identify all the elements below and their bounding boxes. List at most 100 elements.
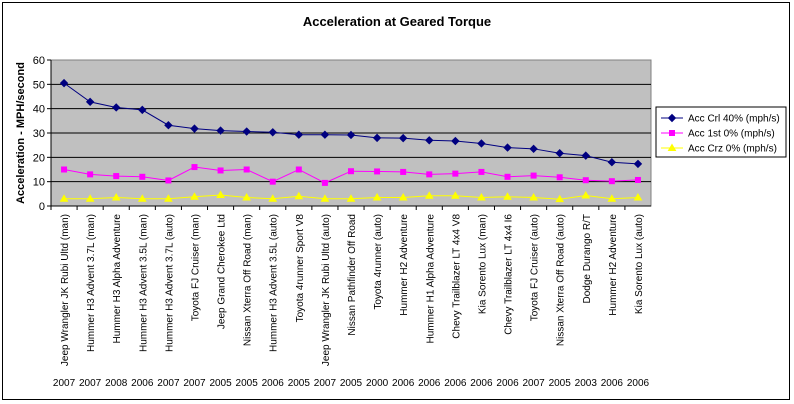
x-year-label: 2007 bbox=[79, 378, 102, 389]
data-point bbox=[478, 168, 485, 175]
x-year-label: 2006 bbox=[496, 378, 519, 389]
y-axis-ticks: 0 10 20 30 40 50 60 bbox=[33, 55, 51, 213]
x-category-label: Hummer H1 Alpha Adventure bbox=[425, 214, 436, 344]
data-point bbox=[242, 192, 252, 201]
x-axis-years: 2007 2007 2008 2006 2007 2007 2005 2005 2006 2005… bbox=[53, 378, 650, 389]
data-point bbox=[294, 130, 304, 139]
data-point bbox=[112, 103, 121, 112]
data-point bbox=[85, 194, 95, 202]
data-point bbox=[111, 192, 121, 201]
x-year-label: 2006 bbox=[131, 378, 154, 389]
x-year-label: 2006 bbox=[418, 378, 441, 389]
x-category-label: Nissan Pathfinder Off Road bbox=[347, 214, 358, 336]
x-category-label: Toyota FJ Cruiser (auto) bbox=[530, 214, 541, 321]
data-point bbox=[372, 133, 382, 143]
data-point bbox=[503, 192, 512, 200]
data-point bbox=[556, 174, 563, 181]
data-point bbox=[191, 164, 198, 171]
x-category-label: Hummer H2 Adventure bbox=[399, 214, 410, 316]
data-point bbox=[268, 194, 278, 202]
y-tick-label: 0 bbox=[39, 201, 45, 213]
legend-label: Acc Crz 0% (mph/s) bbox=[688, 144, 777, 155]
data-point bbox=[581, 151, 590, 160]
y-tick-label: 20 bbox=[33, 152, 45, 164]
data-point bbox=[555, 148, 564, 158]
data-point bbox=[530, 172, 537, 179]
data-point bbox=[426, 171, 433, 178]
legend-label: Acc Crl 40% (mph/s) bbox=[688, 114, 780, 125]
data-point bbox=[581, 191, 591, 199]
x-category-label: Kia Sorento Lux (auto) bbox=[634, 214, 645, 314]
legend-box bbox=[655, 106, 787, 158]
x-year-label: 2005 bbox=[288, 378, 311, 389]
data-point bbox=[400, 168, 407, 175]
chart-title: Acceleration at Geared Torque bbox=[303, 14, 491, 29]
data-point bbox=[59, 194, 69, 202]
x-year-label: 2003 bbox=[575, 378, 598, 389]
legend-marker bbox=[669, 130, 675, 136]
data-point bbox=[477, 192, 486, 201]
data-point bbox=[607, 194, 617, 202]
data-point bbox=[451, 136, 460, 146]
y-tick-label: 50 bbox=[33, 79, 45, 91]
data-point bbox=[398, 192, 408, 201]
x-category-label: Jeep Wrangler JK Rubi Ultd (auto) bbox=[321, 214, 332, 366]
x-category-label: Hummer H3 Advent 3.7L (man) bbox=[86, 214, 97, 352]
data-point bbox=[294, 191, 304, 200]
series-1 bbox=[59, 78, 643, 169]
x-category-label: Hummer H3 Alpha Adventure bbox=[112, 214, 123, 344]
data-point bbox=[137, 194, 147, 202]
x-year-label: 2008 bbox=[105, 378, 128, 389]
data-point bbox=[634, 176, 641, 183]
data-point bbox=[529, 192, 538, 201]
x-year-label: 2007 bbox=[522, 378, 545, 389]
y-tick-label: 30 bbox=[33, 128, 45, 140]
y-tick-label: 40 bbox=[33, 104, 45, 116]
x-category-label: Chevy Trailblazer LT 4x4 I6 bbox=[504, 214, 515, 335]
data-point bbox=[165, 177, 172, 184]
data-point bbox=[217, 167, 224, 174]
x-category-label: Toyota FJ Cruiser (man) bbox=[190, 214, 201, 321]
data-point bbox=[555, 194, 565, 203]
x-category-label: Jeep Wrangler JK Rubi Ultd (man) bbox=[60, 214, 71, 366]
data-point bbox=[504, 173, 511, 180]
data-point bbox=[268, 128, 277, 137]
x-category-label: Hummer H3 Advent 3.5L (man) bbox=[138, 214, 149, 352]
data-point bbox=[452, 170, 459, 177]
x-category-label: Toyota 4runner Sport V8 bbox=[295, 214, 306, 323]
data-point bbox=[633, 159, 643, 169]
data-point bbox=[346, 130, 356, 140]
x-category-label: Kia Sorento Lux (man) bbox=[477, 214, 488, 314]
data-point bbox=[164, 121, 173, 130]
x-year-label: 2005 bbox=[340, 378, 363, 389]
x-year-label: 2000 bbox=[366, 378, 389, 389]
data-point bbox=[450, 191, 460, 199]
x-category-label: Jeep Grand Cherokee Ltd bbox=[217, 214, 228, 329]
data-point bbox=[608, 178, 615, 185]
x-category-label: Hummer H2 Adventure bbox=[608, 214, 619, 316]
x-axis-categories: Jeep Wrangler JK Rubi Ultd (man) Hummer H… bbox=[50, 206, 645, 366]
x-year-label: 2005 bbox=[236, 378, 259, 389]
data-point bbox=[164, 194, 173, 202]
data-point bbox=[320, 130, 330, 139]
data-point bbox=[320, 194, 330, 202]
data-point bbox=[87, 171, 94, 178]
data-point bbox=[398, 133, 408, 143]
x-year-label: 2007 bbox=[183, 378, 206, 389]
series-3 bbox=[59, 190, 643, 203]
data-point bbox=[269, 178, 276, 185]
x-year-label: 2007 bbox=[157, 378, 180, 389]
data-point bbox=[321, 179, 328, 186]
x-year-label: 2005 bbox=[549, 378, 572, 389]
x-year-label: 2006 bbox=[601, 378, 624, 389]
legend-marker bbox=[667, 143, 677, 151]
data-point bbox=[190, 124, 199, 133]
data-point bbox=[59, 78, 69, 88]
legend-marker bbox=[667, 113, 677, 123]
data-point bbox=[374, 168, 381, 175]
data-point bbox=[138, 105, 147, 115]
series-layer bbox=[59, 78, 643, 203]
data-point bbox=[113, 173, 120, 180]
data-point bbox=[85, 97, 95, 107]
